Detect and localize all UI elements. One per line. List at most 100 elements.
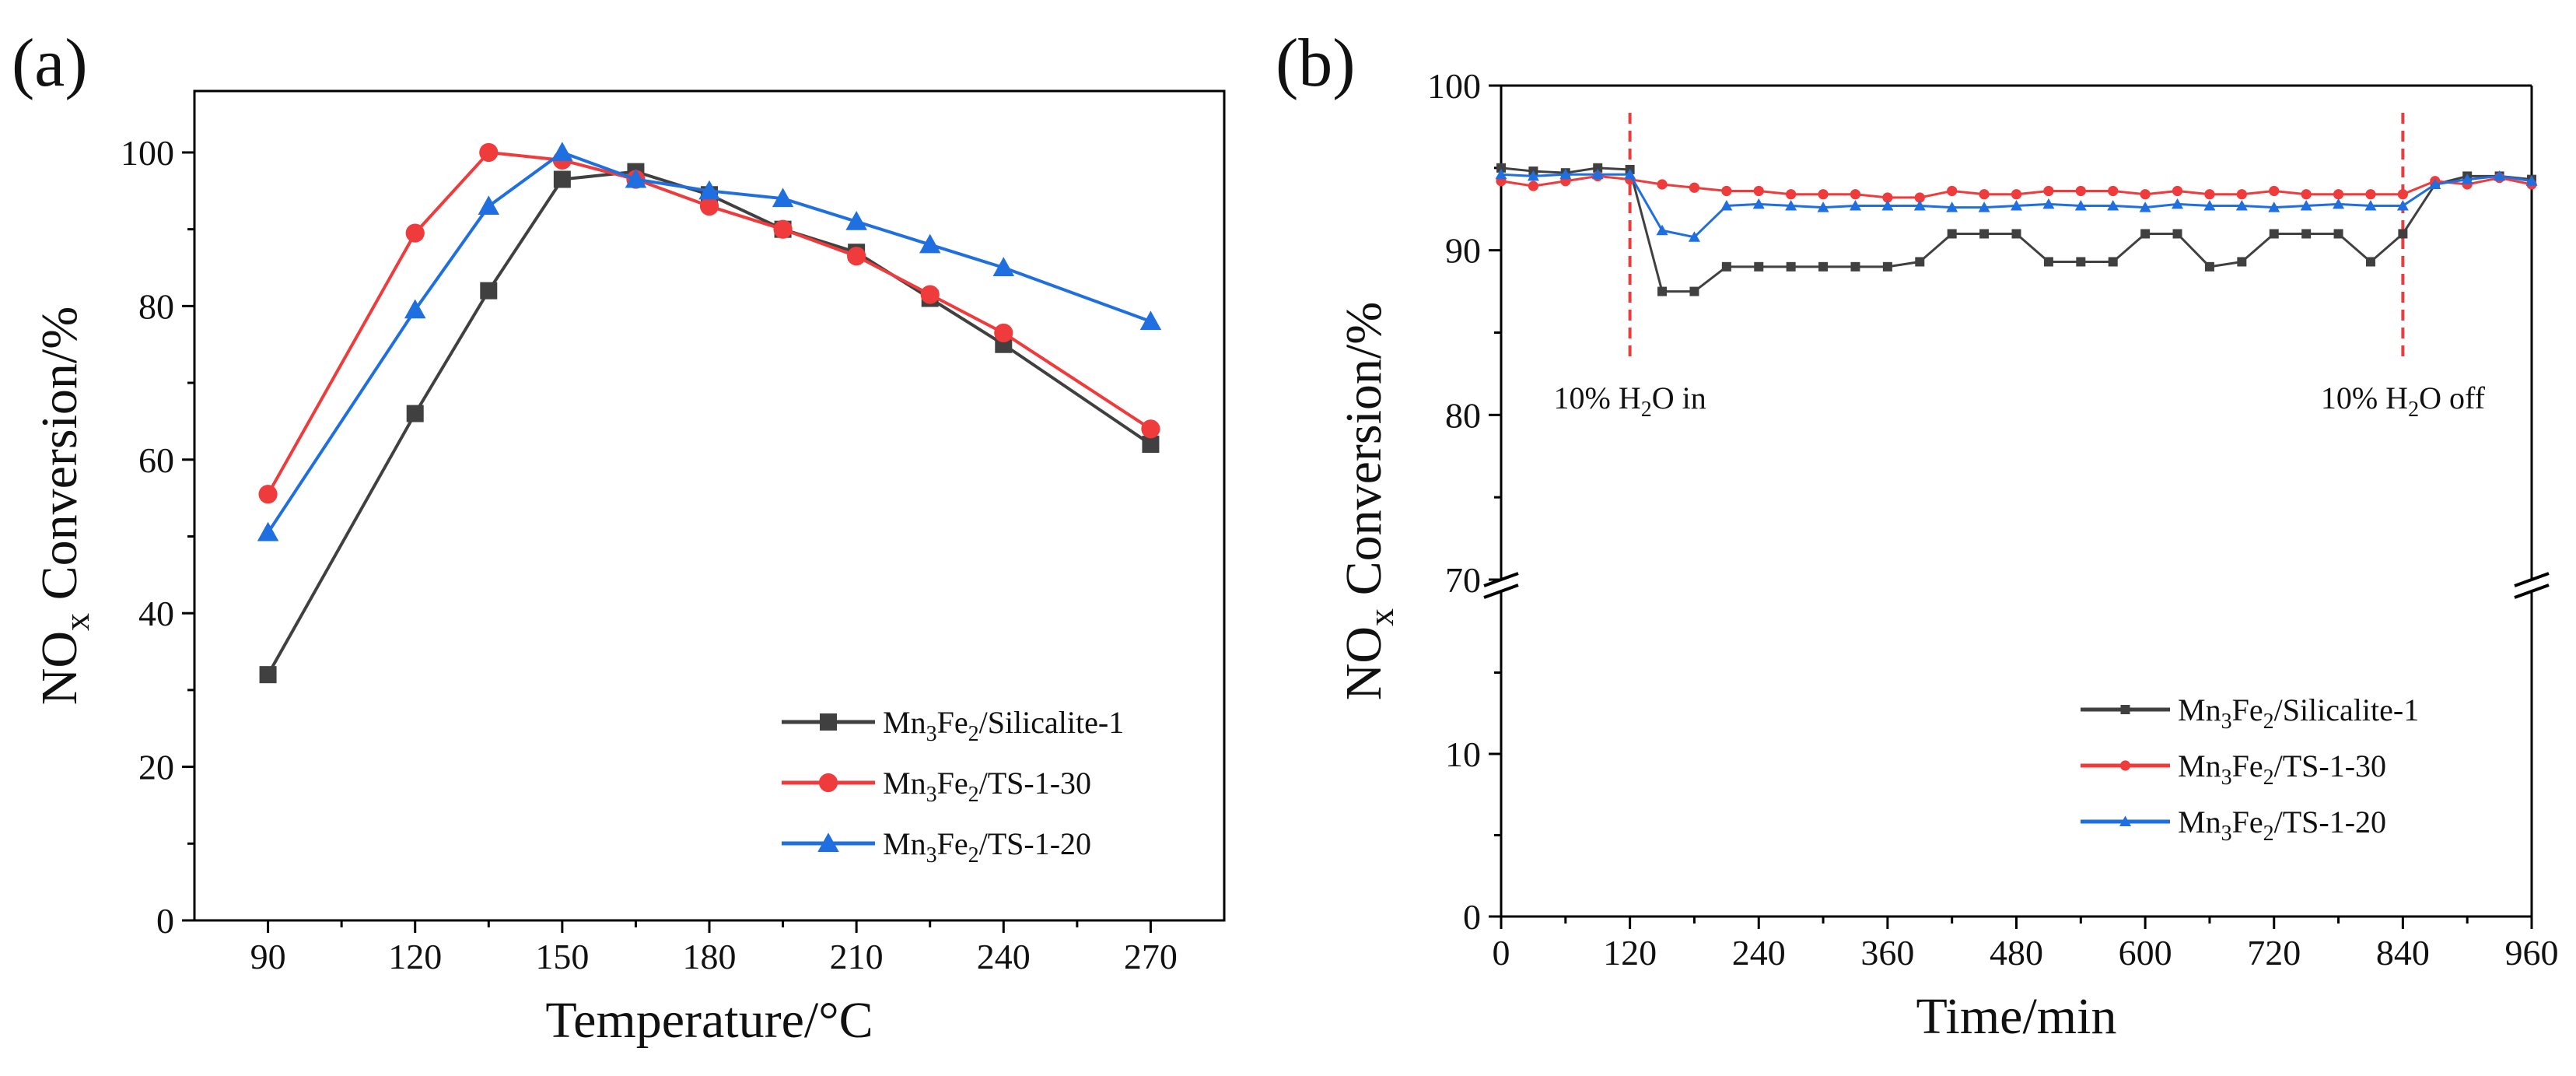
series-2-point: [2461, 173, 2473, 184]
annotation-label-0: 10% H2O in: [1554, 380, 1706, 422]
series-1-point: [773, 219, 793, 239]
series-2-point: [992, 257, 1015, 277]
panel-label-a: (a): [12, 26, 88, 101]
series-0-point: [1786, 261, 1796, 272]
y-axis-title: NOx Conversion/%: [1335, 302, 1401, 700]
series-2-point: [1559, 168, 1572, 180]
legend-marker-1: [818, 773, 838, 793]
series-1-point: [2043, 185, 2054, 197]
series-1-point: [920, 285, 940, 304]
y-tick-label: 80: [138, 286, 174, 326]
x-tick-label: 720: [2247, 933, 2301, 973]
series-2-point: [1624, 168, 1636, 180]
legend-marker-2: [817, 832, 839, 852]
x-tick-label: 240: [1732, 933, 1786, 973]
series-0-point: [2108, 257, 2118, 267]
series-2-point: [2042, 198, 2055, 209]
series-2-point: [257, 521, 279, 542]
y-tick-label: 100: [1427, 66, 1481, 106]
series-1-point: [2075, 185, 2086, 197]
chart-a: (a) 90 120 150 180 210 240 270 0 20 40 60 80 100 Tempe…: [12, 26, 1226, 1049]
series-1-point: [1914, 192, 1925, 203]
x-tick-label: 240: [977, 937, 1031, 976]
x-tick-label: 210: [830, 937, 884, 976]
series-0-point: [1593, 163, 1603, 173]
series-2-point: [2268, 202, 2280, 212]
series-2-point: [919, 233, 941, 254]
series-1-point: [479, 142, 499, 163]
series-0-point: [1754, 261, 1764, 272]
series-1-point: [1721, 185, 1732, 197]
series-2-point: [1913, 200, 1926, 211]
y-tick-label: 70: [1445, 560, 1481, 600]
series-0-point: [2043, 257, 2053, 267]
series-2-point: [1946, 202, 1958, 212]
series-2-point: [2525, 175, 2538, 186]
series-0-point: [2237, 257, 2247, 267]
series-2-point: [1688, 231, 1700, 242]
y-tick-label: 90: [1445, 231, 1481, 271]
series-1-point: [1882, 192, 1893, 203]
series-0-point: [1915, 257, 1925, 267]
series-2-point: [698, 180, 720, 200]
series-0-point: [2204, 261, 2214, 272]
series-0-point: [2301, 229, 2312, 239]
series-2-point: [2494, 170, 2506, 181]
chart-b: (b) 0 120 240 360 480 600 720 840 960 70 80 90 100 0 10…: [1276, 26, 2559, 1045]
x-tick-label: 120: [388, 937, 442, 976]
series-2-point: [2364, 200, 2377, 211]
series-1-point: [2333, 189, 2344, 200]
series-0-point: [2140, 229, 2151, 239]
y-tick-label: 80: [1445, 395, 1481, 435]
series-2-point: [551, 142, 573, 161]
series-2-point: [1527, 170, 1539, 181]
series-0-point: [1979, 229, 1990, 239]
series-1-point: [2108, 185, 2119, 197]
x-axis-title: Time/min: [1916, 988, 2117, 1045]
series-1-point: [1528, 181, 1539, 191]
x-tick-label: 150: [535, 937, 589, 976]
series-2-point: [2172, 198, 2184, 209]
series-1-point: [2365, 189, 2376, 200]
series-2-point: [1785, 200, 1797, 211]
y-tick-label: 40: [138, 594, 174, 633]
series-2-point: [1752, 198, 1765, 209]
series-2-point: [2203, 200, 2216, 211]
series-2-point: [2235, 200, 2248, 211]
series-2-point: [2429, 178, 2441, 189]
axis-break-mark: [2514, 572, 2550, 587]
axis-break-mark: [2514, 584, 2550, 599]
series-2-point: [404, 299, 426, 319]
series-1-point: [1141, 419, 1160, 439]
series-0-point: [1142, 436, 1160, 454]
y-tick-label: 20: [138, 748, 174, 787]
series-1-point: [994, 323, 1013, 343]
series-2-point: [845, 211, 867, 230]
legend-label-2: Mn3Fe2/TS-1-20: [883, 826, 1091, 867]
series-1-point: [2397, 189, 2408, 200]
x-axis-title: Temperature/°C: [545, 992, 873, 1049]
series-2-point: [2396, 200, 2409, 211]
series-2-point: [1656, 224, 1668, 236]
series-0-point: [1850, 261, 1860, 272]
legend-label-0: Mn3Fe2/Silicalite-1: [883, 705, 1124, 746]
x-tick-label: 840: [2376, 933, 2430, 973]
series-0-point: [2365, 257, 2375, 267]
axis-break-mark: [1483, 584, 1519, 599]
y-tick-label: 60: [138, 440, 174, 480]
legend-marker-0: [820, 713, 837, 731]
y-tick-label: 0: [1463, 897, 1481, 937]
x-tick-label: 0: [1493, 933, 1510, 973]
series-1-point: [847, 247, 866, 266]
panel-label-b: (b): [1276, 26, 1356, 101]
series-0-point: [406, 405, 424, 422]
x-tick-label: 120: [1603, 933, 1657, 973]
series-0-line: [266, 170, 1152, 676]
series-0-point: [1882, 261, 1892, 272]
series-2-point: [772, 188, 794, 208]
series-1-point: [2269, 185, 2280, 197]
series-1-point: [1818, 189, 1829, 200]
series-2-point: [1817, 202, 1829, 212]
series-1-point: [1753, 185, 1764, 197]
